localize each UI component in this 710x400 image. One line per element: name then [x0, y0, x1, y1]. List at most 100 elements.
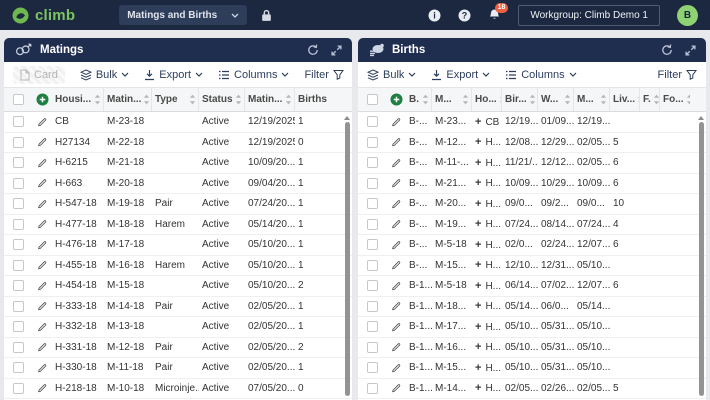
refresh-icon[interactable] — [307, 44, 319, 56]
select-all-checkbox[interactable] — [358, 94, 386, 105]
mating-row[interactable]: H-333-18 M-14-18 Pair Active 02/05/20... 1 — [4, 297, 352, 317]
row-checkbox[interactable] — [4, 239, 32, 251]
expand-plus-icon[interactable]: + — [475, 197, 482, 210]
edit-pencil-icon[interactable] — [32, 240, 52, 250]
expand-plus-icon[interactable]: + — [475, 156, 482, 169]
row-checkbox[interactable] — [358, 341, 386, 353]
expand-icon[interactable] — [331, 44, 342, 56]
row-checkbox[interactable] — [358, 362, 386, 374]
row-checkbox[interactable] — [358, 300, 386, 312]
card-button[interactable]: Card — [13, 65, 65, 84]
edit-pencil-icon[interactable] — [32, 260, 52, 270]
expand-plus-icon[interactable]: + — [475, 177, 482, 190]
column-header-births-1[interactable]: M... — [432, 88, 472, 111]
edit-pencil-icon[interactable] — [386, 363, 406, 373]
birth-row[interactable]: B-1... M-16... + H... 05/10... 05/31... 05/10.… — [358, 338, 706, 358]
column-header-matings-2[interactable]: Type — [152, 88, 199, 111]
mating-row[interactable]: H-330-18 M-11-18 Pair Active 02/05/20... 1 — [4, 358, 352, 379]
birth-row[interactable]: B-1... M-14... + H... 02/05... 02/26... 02/05.… — [358, 379, 706, 399]
mating-row[interactable]: H-547-18 M-19-18 Pair Active 07/24/20... 1 — [4, 194, 352, 215]
column-header-matings-3[interactable]: Status — [199, 88, 245, 111]
refresh-icon[interactable] — [661, 44, 673, 56]
edit-pencil-icon[interactable] — [32, 383, 52, 393]
edit-pencil-icon[interactable] — [32, 301, 52, 311]
edit-pencil-icon[interactable] — [386, 342, 406, 352]
edit-pencil-icon[interactable] — [386, 219, 406, 229]
matings-vertical-scrollbar[interactable] — [344, 116, 350, 398]
expand-icon[interactable] — [685, 44, 696, 56]
help-icon[interactable]: ? — [458, 9, 471, 22]
row-checkbox[interactable] — [358, 382, 386, 394]
edit-pencil-icon[interactable] — [386, 260, 406, 270]
row-checkbox[interactable] — [4, 157, 32, 169]
export-button[interactable]: Export — [431, 69, 490, 81]
edit-pencil-icon[interactable] — [386, 117, 406, 127]
birth-row[interactable]: B-... M-12... + H... 12/08... 12/29... 02/05..… — [358, 133, 706, 153]
bulk-button[interactable]: Bulk — [367, 69, 416, 81]
birth-row[interactable]: B-1... M-18... + H... 05/14... 06/0... 05/14..… — [358, 297, 706, 317]
births-vertical-scrollbar[interactable] — [698, 116, 704, 398]
column-header-matings-4[interactable]: Matin... — [245, 88, 295, 111]
add-birth-button[interactable] — [386, 93, 406, 106]
column-header-matings-0[interactable]: Housi... — [52, 88, 104, 111]
edit-pencil-icon[interactable] — [386, 281, 406, 291]
mating-row[interactable]: H-477-18 M-18-18 Harem Active 05/14/20... 1 — [4, 215, 352, 235]
column-header-matings-5[interactable]: Births — [298, 94, 327, 105]
mating-row[interactable]: CB M-23-18 Active 12/19/2025 1 — [4, 112, 352, 133]
column-header-births-6[interactable]: Liv... — [610, 88, 640, 111]
row-checkbox[interactable] — [4, 362, 32, 374]
birth-row[interactable]: B-... M-23... + CB 12/19... 01/09... 12/19... — [358, 112, 706, 133]
view-selector[interactable]: Matings and Births — [119, 5, 248, 25]
row-checkbox[interactable] — [358, 198, 386, 210]
filter-button[interactable]: Filter — [658, 69, 697, 81]
expand-plus-icon[interactable]: + — [475, 361, 482, 374]
bulk-button[interactable]: Bulk — [79, 69, 129, 81]
expand-plus-icon[interactable]: + — [475, 279, 482, 292]
column-header-births-0[interactable]: B. — [406, 88, 432, 111]
row-checkbox[interactable] — [4, 198, 32, 210]
edit-pencil-icon[interactable] — [386, 383, 406, 393]
expand-plus-icon[interactable]: + — [475, 259, 482, 272]
mating-row[interactable]: H27134 M-22-18 Active 12/19/2025 0 — [4, 133, 352, 153]
expand-plus-icon[interactable]: + — [475, 238, 482, 251]
edit-pencil-icon[interactable] — [386, 199, 406, 209]
row-checkbox[interactable] — [4, 136, 32, 148]
row-checkbox[interactable] — [4, 321, 32, 333]
expand-plus-icon[interactable]: + — [475, 300, 482, 313]
column-header-births-5[interactable]: M... — [574, 88, 610, 111]
column-header-matings-1[interactable]: Matin... — [104, 88, 152, 111]
row-checkbox[interactable] — [358, 136, 386, 148]
birth-row[interactable]: B-... M-20... + H... 09/0... 09/2... 09/0... 10 — [358, 194, 706, 215]
expand-plus-icon[interactable]: + — [475, 382, 482, 395]
row-checkbox[interactable] — [358, 116, 386, 128]
select-all-checkbox[interactable] — [4, 94, 32, 105]
edit-pencil-icon[interactable] — [32, 363, 52, 373]
column-header-births-8[interactable]: Fo... — [660, 88, 690, 111]
mating-row[interactable]: H-476-18 M-17-18 Active 05/10/20... 1 — [4, 235, 352, 256]
columns-button[interactable]: Columns — [218, 69, 289, 81]
edit-pencil-icon[interactable] — [386, 240, 406, 250]
workgroup-button[interactable]: Workgroup: Climb Demo 1 — [518, 4, 660, 26]
birth-row[interactable]: B-1... M-17... + H... 05/10... 05/31... 05/10.… — [358, 317, 706, 338]
filter-button[interactable]: Filter — [304, 69, 344, 81]
row-checkbox[interactable] — [4, 382, 32, 394]
birth-row[interactable]: B-... M-5-18 + H... 02/0... 02/24... 12/07... 6 — [358, 235, 706, 256]
expand-plus-icon[interactable]: + — [475, 320, 482, 333]
mating-row[interactable]: H-332-18 M-13-18 Active 02/05/20... 1 — [4, 317, 352, 338]
edit-pencil-icon[interactable] — [32, 178, 52, 188]
edit-pencil-icon[interactable] — [32, 158, 52, 168]
export-button[interactable]: Export — [144, 69, 203, 81]
column-header-births-2[interactable]: Ho... — [472, 88, 502, 111]
mating-row[interactable]: H-454-18 M-15-18 Active 05/10/20... 2 — [4, 276, 352, 297]
birth-row[interactable]: B-... M-15... + H... 12/10... 12/31... 05/10..… — [358, 256, 706, 276]
row-checkbox[interactable] — [4, 218, 32, 230]
mating-row[interactable]: H-218-18 M-10-18 Microinje... Active 07/05/2… — [4, 379, 352, 399]
edit-pencil-icon[interactable] — [32, 117, 52, 127]
expand-plus-icon[interactable]: + — [475, 115, 482, 128]
column-header-births-7[interactable]: F. — [640, 88, 660, 111]
edit-pencil-icon[interactable] — [32, 219, 52, 229]
columns-button[interactable]: Columns — [505, 69, 577, 81]
row-checkbox[interactable] — [358, 239, 386, 251]
row-checkbox[interactable] — [4, 280, 32, 292]
mating-row[interactable]: H-6215 M-21-18 Active 10/09/20... 1 — [4, 153, 352, 174]
